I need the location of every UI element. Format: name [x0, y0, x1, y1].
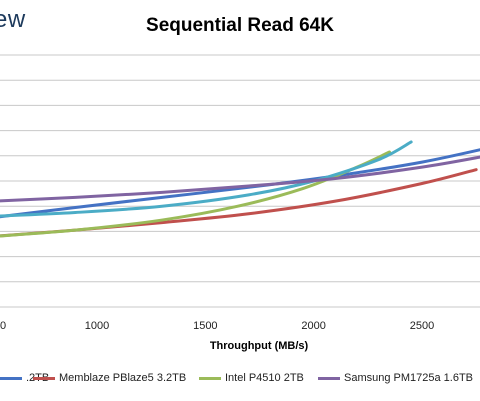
- legend-swatch: [199, 376, 221, 380]
- grid-lines: [0, 54, 480, 308]
- x-axis-label: Throughput (MB/s): [210, 340, 309, 352]
- logo-text: ew: [0, 6, 26, 33]
- legend: .2TB Memblaze PBlaze5 3.2TB Intel P4510 …: [0, 372, 480, 388]
- legend-swatch: [318, 376, 340, 380]
- x-tick-label: 1500: [193, 320, 217, 332]
- series-lines: [0, 140, 480, 238]
- x-tick-labels: 1000 1500 2000 2500 0: [0, 320, 434, 332]
- legend-label: Samsung PM1725a 1.6TB: [344, 372, 474, 384]
- legend-swatch: [33, 376, 55, 380]
- series-line: [0, 155, 480, 203]
- x-tick-label: 1000: [85, 320, 109, 332]
- legend-swatch: [0, 376, 22, 380]
- series-line: [0, 168, 478, 238]
- legend-label: Intel P4510 2TB: [225, 372, 304, 384]
- chart-title: Sequential Read 64K: [146, 15, 334, 36]
- x-tick-label: 2000: [301, 320, 325, 332]
- legend-label: Memblaze PBlaze5 3.2TB: [59, 372, 187, 384]
- legend-item: Intel P4510 2TB: [199, 372, 304, 384]
- x-tick-label: 0: [0, 320, 6, 332]
- legend-item: Samsung PM1725a 1.6TB: [318, 372, 473, 384]
- series-line: [0, 140, 413, 218]
- x-tick-label: 2500: [410, 320, 434, 332]
- legend-item: Memblaze PBlaze5 3.2TB: [33, 372, 186, 384]
